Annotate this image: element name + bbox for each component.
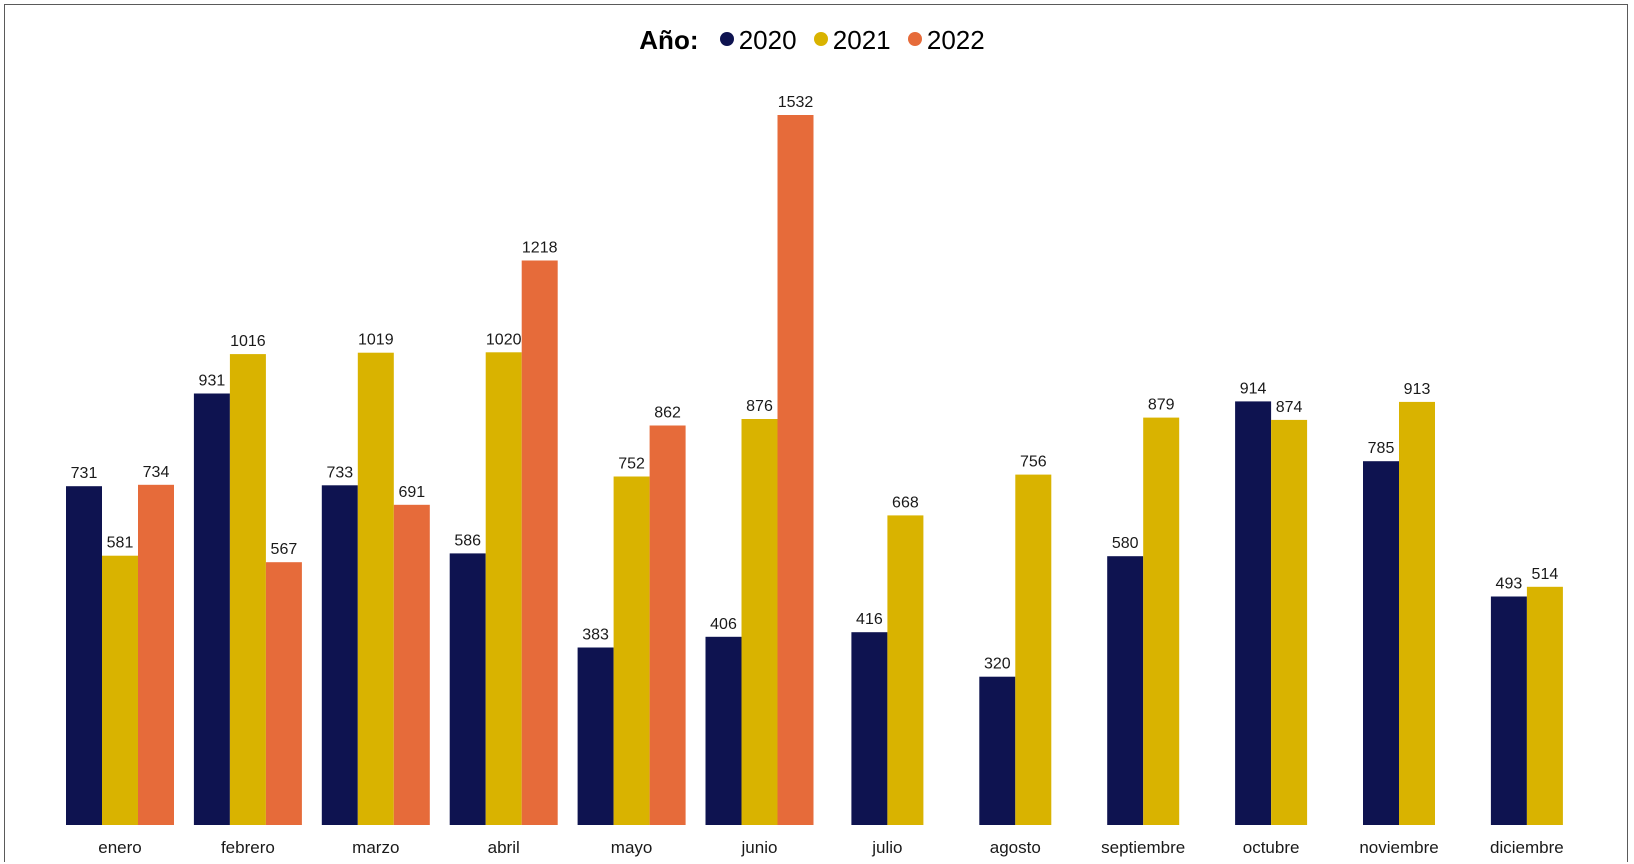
data-label-2020-septiembre: 580 xyxy=(1112,535,1139,552)
bar-2022-mayo xyxy=(650,426,686,826)
data-label-2021-marzo: 1019 xyxy=(358,332,394,349)
data-label-2020-agosto: 320 xyxy=(984,656,1011,673)
data-label-2020-marzo: 733 xyxy=(326,464,353,481)
data-label-2022-febrero: 567 xyxy=(271,541,298,558)
bar-2020-septiembre xyxy=(1107,556,1143,825)
data-label-2020-mayo: 383 xyxy=(582,627,609,644)
bar-2021-enero xyxy=(102,556,138,825)
bar-2021-noviembre xyxy=(1399,402,1435,825)
bar-2021-octubre xyxy=(1271,420,1307,825)
data-label-2020-junio: 406 xyxy=(710,616,737,633)
data-label-2022-enero: 734 xyxy=(143,464,170,481)
bar-2020-enero xyxy=(66,486,102,825)
bar-2021-julio xyxy=(887,515,923,825)
x-tick-label-marzo: marzo xyxy=(352,838,399,857)
bar-2021-junio xyxy=(742,419,778,825)
bar-2022-abril xyxy=(522,261,558,826)
bar-2021-marzo xyxy=(358,353,394,825)
x-tick-label-abril: abril xyxy=(488,838,520,857)
bar-2020-diciembre xyxy=(1491,597,1527,826)
bar-2022-febrero xyxy=(266,562,302,825)
bar-2020-febrero xyxy=(194,394,230,826)
data-label-2020-julio: 416 xyxy=(856,611,883,628)
bar-2020-julio xyxy=(851,632,887,825)
bar-2021-abril xyxy=(486,352,522,825)
bar-2020-marzo xyxy=(322,485,358,825)
x-tick-label-noviembre: noviembre xyxy=(1359,838,1438,857)
x-tick-label-agosto: agosto xyxy=(990,838,1041,857)
data-label-2020-octubre: 914 xyxy=(1240,380,1267,397)
bar-2020-noviembre xyxy=(1363,461,1399,825)
bar-2020-abril xyxy=(450,553,486,825)
data-label-2020-diciembre: 493 xyxy=(1496,576,1523,593)
bar-2022-junio xyxy=(778,115,814,825)
bar-2021-agosto xyxy=(1015,475,1051,825)
data-label-2020-abril: 586 xyxy=(454,532,481,549)
data-label-2021-agosto: 756 xyxy=(1020,454,1047,471)
bar-2021-febrero xyxy=(230,354,266,825)
data-label-2021-julio: 668 xyxy=(892,494,919,511)
bar-2021-septiembre xyxy=(1143,418,1179,825)
data-label-2021-febrero: 1016 xyxy=(230,333,266,350)
bar-2022-marzo xyxy=(394,505,430,825)
x-tick-label-diciembre: diciembre xyxy=(1490,838,1564,857)
bar-2020-mayo xyxy=(578,648,614,826)
data-label-2022-marzo: 691 xyxy=(398,484,425,501)
data-label-2021-octubre: 874 xyxy=(1276,399,1303,416)
bar-2021-mayo xyxy=(614,477,650,826)
bar-2020-junio xyxy=(706,637,742,825)
bar-2021-diciembre xyxy=(1527,587,1563,825)
data-label-2022-abril: 1218 xyxy=(522,240,558,257)
data-label-2021-enero: 581 xyxy=(107,535,134,552)
x-tick-label-septiembre: septiembre xyxy=(1101,838,1185,857)
data-label-2020-enero: 731 xyxy=(71,465,98,482)
data-label-2022-mayo: 862 xyxy=(654,405,681,422)
data-label-2020-febrero: 931 xyxy=(199,373,226,390)
data-label-2021-mayo: 752 xyxy=(618,456,645,473)
bar-2020-agosto xyxy=(979,677,1015,825)
x-tick-label-febrero: febrero xyxy=(221,838,275,857)
x-tick-label-julio: julio xyxy=(871,838,902,857)
data-label-2021-septiembre: 879 xyxy=(1148,397,1175,414)
data-label-2021-noviembre: 913 xyxy=(1404,381,1431,398)
x-tick-label-octubre: octubre xyxy=(1243,838,1300,857)
x-tick-label-enero: enero xyxy=(98,838,141,857)
x-tick-label-mayo: mayo xyxy=(611,838,653,857)
data-label-2022-junio: 1532 xyxy=(778,94,814,111)
bar-2022-enero xyxy=(138,485,174,825)
data-label-2021-diciembre: 514 xyxy=(1532,566,1559,583)
data-label-2021-junio: 876 xyxy=(746,398,773,415)
data-label-2021-abril: 1020 xyxy=(486,331,522,348)
x-tick-label-junio: junio xyxy=(741,838,778,857)
data-label-2020-noviembre: 785 xyxy=(1368,440,1395,457)
bar-2020-octubre xyxy=(1235,401,1271,825)
